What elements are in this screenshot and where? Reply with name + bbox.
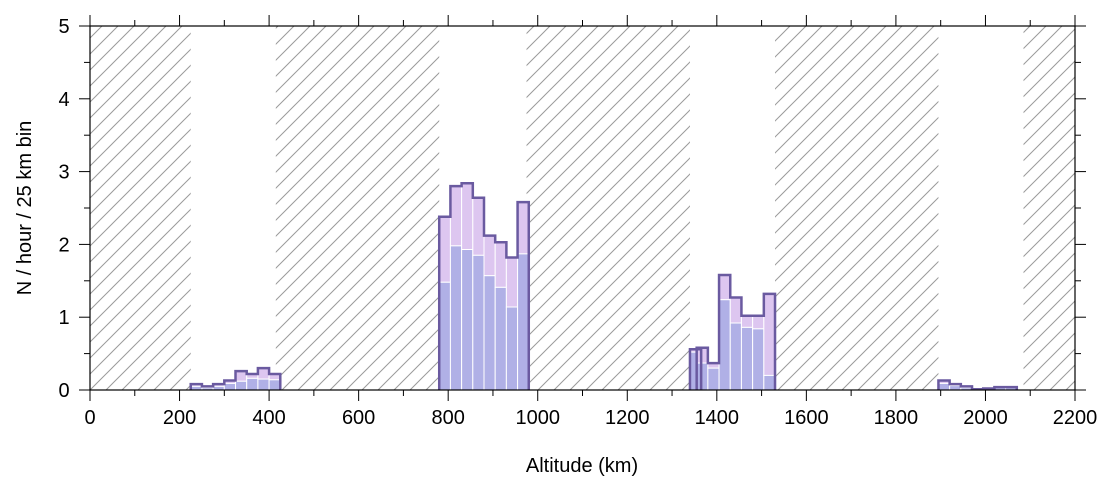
hatched-region <box>275 26 440 390</box>
x-tick-label: 2200 <box>1053 407 1098 429</box>
x-axis-label: Altitude (km) <box>526 455 638 477</box>
bar-upper <box>740 315 754 328</box>
bar-lower <box>257 378 270 390</box>
bar-lower <box>517 253 530 390</box>
bar-upper <box>718 274 731 301</box>
bar-upper <box>752 315 765 330</box>
bar-lower <box>937 382 951 390</box>
bar-lower <box>438 281 451 390</box>
x-tick-label: 1400 <box>695 407 740 429</box>
histogram-bars <box>189 181 1019 390</box>
y-tick-label: 3 <box>58 162 69 184</box>
x-tick-label: 1000 <box>515 407 560 429</box>
bar-upper <box>461 182 474 250</box>
bar-lower <box>268 379 281 390</box>
bar-lower <box>752 328 765 390</box>
x-tick-label: 200 <box>163 407 196 429</box>
y-axis-label: N / hour / 25 km bin <box>14 121 36 296</box>
bar-lower <box>235 380 248 390</box>
bar-upper <box>235 370 248 382</box>
x-tick-label: 0 <box>84 407 95 429</box>
axes: 0 200 400 600 800 1000 1200 1400 1600 1800 2000 220… <box>58 15 1097 429</box>
bar-lower <box>505 306 519 390</box>
bar-lower <box>449 245 463 390</box>
bar-lower <box>472 254 485 390</box>
hatched-region <box>1023 26 1075 390</box>
bar-upper <box>505 257 519 308</box>
y-tick-label: 2 <box>58 234 69 256</box>
x-tick-label: 1600 <box>784 407 829 429</box>
bar-lower <box>246 377 259 390</box>
y-tick-label: 0 <box>58 380 69 402</box>
x-tick-label: 2000 <box>963 407 1008 429</box>
bar-upper <box>483 235 496 277</box>
bar-lower <box>763 374 776 390</box>
y-tick-label: 1 <box>58 307 69 329</box>
bar-lower <box>707 367 720 390</box>
y-tick-label: 5 <box>58 16 69 38</box>
x-tick-label: 1800 <box>874 407 919 429</box>
bar-lower <box>461 248 474 390</box>
x-tick-label: 1200 <box>605 407 650 429</box>
hatched-region <box>775 26 939 390</box>
bar-upper <box>729 297 742 324</box>
bar-upper <box>257 367 270 380</box>
x-tick-label: 600 <box>342 407 375 429</box>
y-tick-label: 4 <box>58 89 69 111</box>
bar-lower <box>483 275 496 390</box>
bar-upper <box>763 293 776 376</box>
bar-lower <box>223 382 237 390</box>
bar-upper <box>449 185 463 247</box>
bar-upper <box>472 197 485 256</box>
x-tick-label: 800 <box>431 407 464 429</box>
bar-lower <box>949 385 962 390</box>
hatched-region <box>90 26 191 390</box>
bar-lower <box>718 299 731 390</box>
bar-upper <box>438 216 451 283</box>
bar-upper <box>494 241 507 288</box>
bar-lower <box>729 322 742 390</box>
total-outline <box>189 181 1019 390</box>
bar-lower <box>740 326 754 390</box>
excluded-altitude-regions <box>90 26 1075 390</box>
bar-upper <box>517 201 530 255</box>
bar-lower <box>494 286 507 390</box>
hatched-region <box>526 26 690 390</box>
x-tick-label: 400 <box>252 407 285 429</box>
